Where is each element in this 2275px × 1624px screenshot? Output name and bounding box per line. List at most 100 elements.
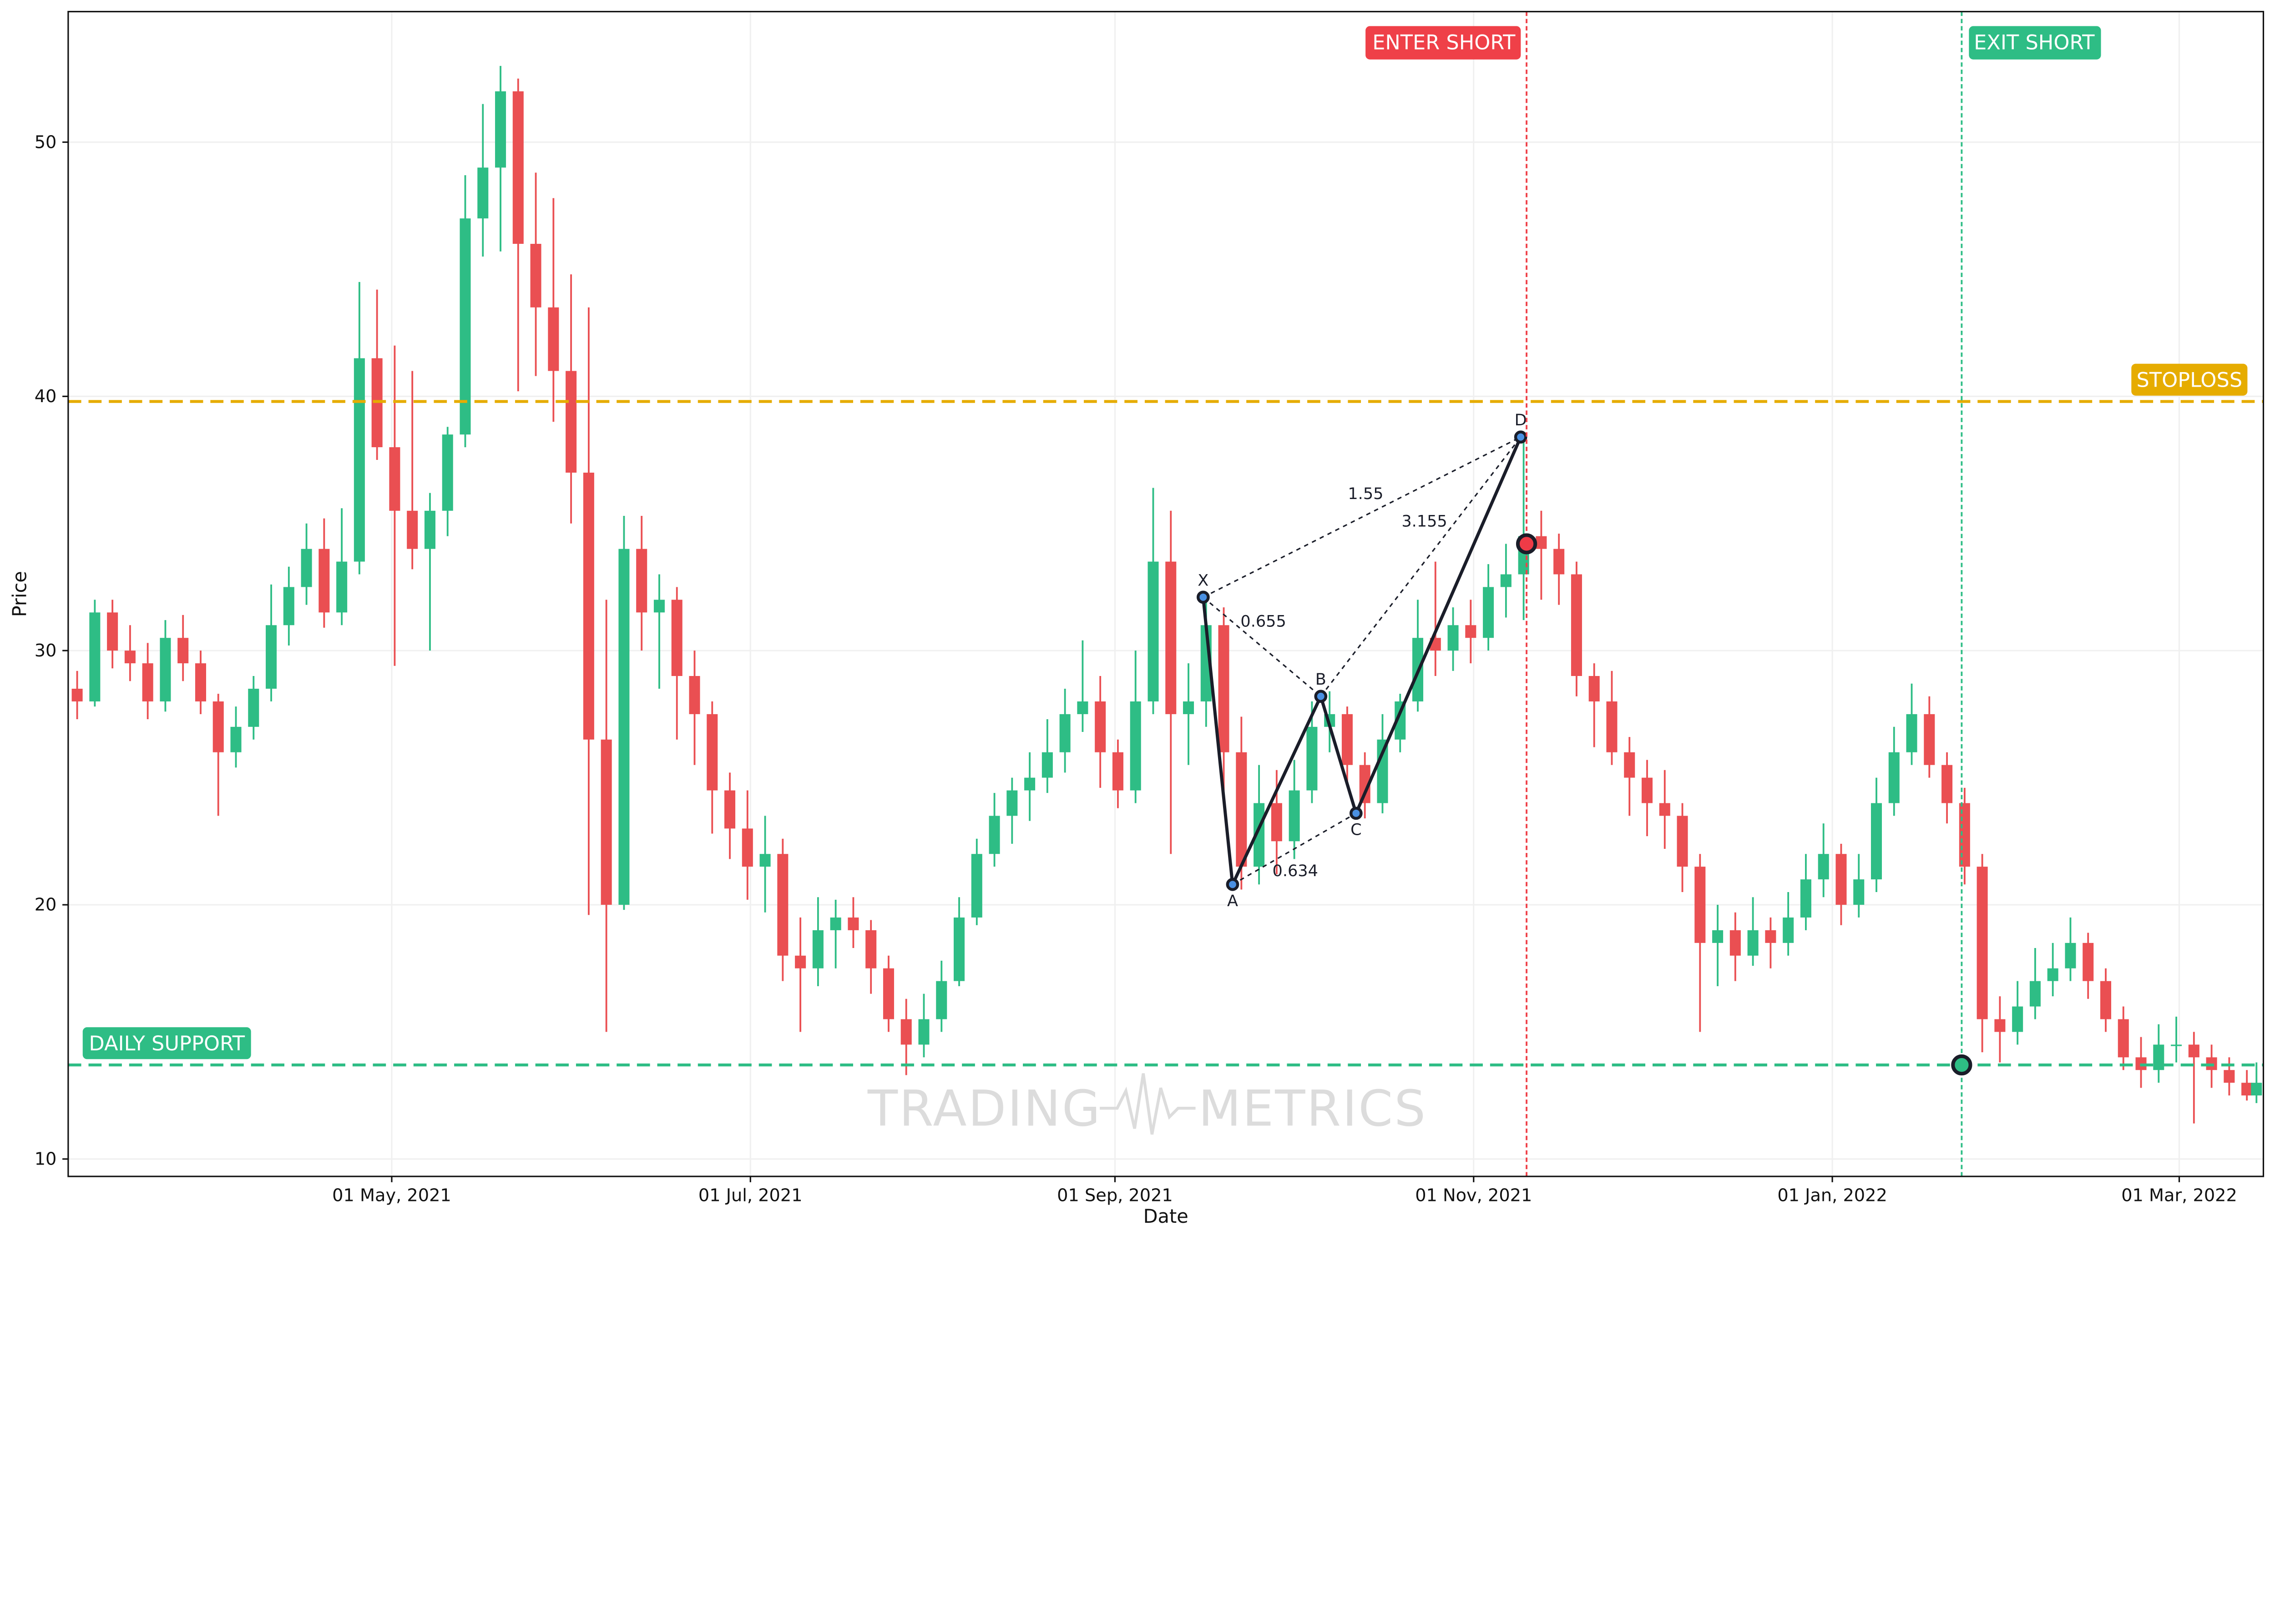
candle-body xyxy=(1059,714,1071,752)
candle-body xyxy=(1783,917,1794,943)
entry-marker xyxy=(1516,533,1537,555)
candle-body xyxy=(548,307,559,371)
candle-body xyxy=(248,688,259,727)
candle-body xyxy=(2171,1044,2182,1046)
candle-body xyxy=(653,600,665,613)
candle xyxy=(1712,904,1724,986)
candle-body xyxy=(936,981,947,1019)
candle-body xyxy=(2118,1019,2129,1058)
ratio-label-bd: 3.155 xyxy=(1401,512,1447,531)
y-tick-label: 20 xyxy=(35,895,57,915)
candle xyxy=(689,651,700,765)
candle-body xyxy=(724,790,736,829)
candle-body xyxy=(1112,752,1123,791)
candle xyxy=(1112,739,1123,808)
candle xyxy=(848,897,859,948)
candle xyxy=(954,897,965,986)
pattern-point-d xyxy=(1514,430,1527,444)
candle-body xyxy=(124,651,136,664)
y-tick-label: 10 xyxy=(35,1149,57,1170)
candle xyxy=(2029,948,2041,1019)
candle xyxy=(1729,912,1741,981)
candle-body xyxy=(1694,867,1706,943)
candle xyxy=(812,897,824,986)
candle-body xyxy=(442,434,453,511)
candle-body xyxy=(160,638,171,701)
candle-body xyxy=(1994,1019,2006,1032)
candle-body xyxy=(1888,752,1900,803)
candle xyxy=(1095,676,1106,788)
candle-body xyxy=(848,917,859,930)
candle-body xyxy=(1148,561,1159,701)
candle xyxy=(1783,892,1794,956)
candle xyxy=(2241,1070,2253,1101)
candle xyxy=(883,955,894,1032)
signals: ENTER SHORT EXIT SHORT xyxy=(1365,11,2101,1177)
candle xyxy=(759,816,771,913)
x-tick-label: 01 Sep, 2021 xyxy=(1057,1185,1173,1205)
exit-short-tag xyxy=(1969,26,2101,60)
candle-body xyxy=(1500,574,1512,587)
candle xyxy=(795,917,806,1032)
candle-body xyxy=(777,854,789,956)
candle xyxy=(2012,981,2023,1045)
bd-ratio-line xyxy=(1320,436,1522,697)
candle-body xyxy=(212,701,224,752)
candle xyxy=(1818,823,1829,898)
candle-body xyxy=(301,549,312,587)
stoploss-label: STOPLOSS xyxy=(2137,368,2243,392)
candle-body xyxy=(2100,981,2112,1019)
candle xyxy=(1659,770,1670,849)
candle xyxy=(1059,688,1071,773)
candle-body xyxy=(1465,625,1476,638)
candle-body xyxy=(2224,1070,2235,1083)
candle-body xyxy=(266,625,277,689)
candle xyxy=(512,78,524,392)
xd-ratio-line xyxy=(1203,436,1521,598)
candle-body xyxy=(1024,777,1036,791)
candle-body xyxy=(742,828,753,867)
levels: STOPLOSS DAILY SUPPORT xyxy=(68,363,2264,1067)
candle xyxy=(1800,854,1811,930)
candle xyxy=(248,676,259,740)
candle xyxy=(1853,854,1865,918)
candle xyxy=(1341,706,1353,783)
harmonic-pattern: 0.655 0.634 1.55 3.155 X A B C D xyxy=(1196,411,1527,910)
x-tick-label: 01 May, 2021 xyxy=(332,1185,451,1205)
candle xyxy=(1165,510,1177,854)
candle-body xyxy=(107,612,118,651)
candle-body xyxy=(1606,701,1618,752)
candle xyxy=(936,960,947,1032)
candle xyxy=(601,600,612,1032)
candle xyxy=(318,518,330,628)
enter-short-tag xyxy=(1365,26,1521,60)
candle xyxy=(2251,1062,2262,1103)
y-tick-label: 50 xyxy=(35,132,57,152)
candle-body xyxy=(1006,790,1018,816)
candle-body xyxy=(1588,676,1600,701)
x-tick-label: 01 Nov, 2021 xyxy=(1415,1185,1532,1205)
x-tick-label: 01 Mar, 2022 xyxy=(2121,1185,2237,1205)
candle-body xyxy=(177,638,189,664)
candle xyxy=(460,175,471,448)
candle xyxy=(2153,1024,2164,1083)
candle xyxy=(1483,564,1494,651)
candle xyxy=(107,600,118,669)
candle-body xyxy=(1306,726,1318,791)
candle xyxy=(2171,1016,2182,1063)
candle-body xyxy=(1183,701,1194,714)
candle xyxy=(971,838,982,925)
candle-body xyxy=(495,91,506,168)
candle-body xyxy=(1818,854,1829,880)
candle-body xyxy=(707,714,718,791)
candle xyxy=(1888,726,1900,816)
candle xyxy=(230,706,242,768)
candle-body xyxy=(1271,803,1282,842)
ratio-label-xd: 1.55 xyxy=(1348,484,1383,503)
candle-body xyxy=(1924,714,1935,765)
pattern-point-label: B xyxy=(1315,670,1326,689)
candle xyxy=(724,772,736,859)
ratio-label-ac: 0.634 xyxy=(1273,862,1318,880)
candle-body xyxy=(1571,574,1582,676)
candle-body xyxy=(1977,867,1988,1019)
